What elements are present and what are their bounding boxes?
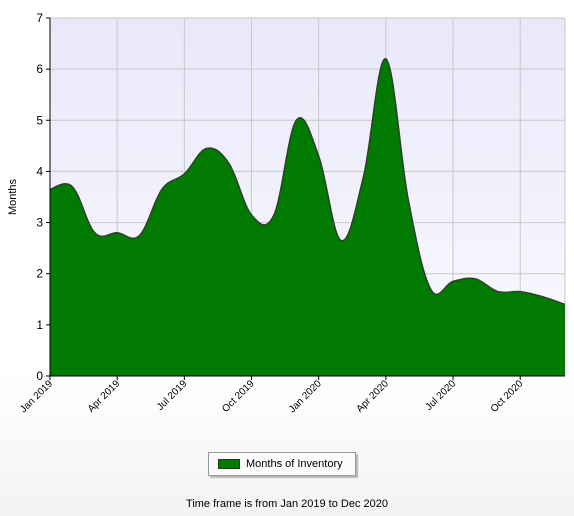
y-axis-ticks: 0 1 2 3 4 5 6 7 — [36, 11, 50, 383]
y-tick-label: 5 — [36, 113, 43, 127]
x-tick-label: Apr 2019 — [86, 378, 123, 415]
y-tick-label: 1 — [36, 318, 43, 332]
y-tick-label: 0 — [36, 369, 43, 383]
series-area-months-of-inventory — [50, 58, 565, 377]
y-axis-label: Months — [7, 178, 19, 215]
x-tick-label: Jan 2020 — [287, 378, 324, 415]
x-tick-label: Jul 2020 — [424, 378, 459, 413]
timeframe-caption: Time frame is from Jan 2019 to Dec 2020 — [186, 498, 388, 510]
x-tick-label: Oct 2019 — [220, 378, 257, 415]
x-tick-label: Apr 2020 — [355, 378, 392, 415]
y-tick-label: 4 — [36, 164, 43, 178]
x-tick-label: Oct 2020 — [489, 378, 526, 415]
legend: Months of Inventory — [208, 452, 356, 476]
axes — [46, 18, 565, 380]
legend-label: Months of Inventory — [246, 458, 343, 470]
y-tick-label: 7 — [36, 11, 43, 25]
x-tick-label: Jan 2019 — [18, 378, 55, 415]
series-line-months-of-inventory — [49, 58, 566, 306]
y-tick-label: 6 — [36, 62, 43, 76]
legend-swatch — [218, 459, 240, 469]
x-axis-ticks: Jan 2019 Apr 2019 Jul 2019 Oct 2019 Jan 2020… — [18, 376, 526, 415]
x-tick-label: Jul 2019 — [155, 378, 190, 413]
y-tick-label: 2 — [36, 267, 43, 281]
y-tick-label: 3 — [36, 216, 43, 230]
